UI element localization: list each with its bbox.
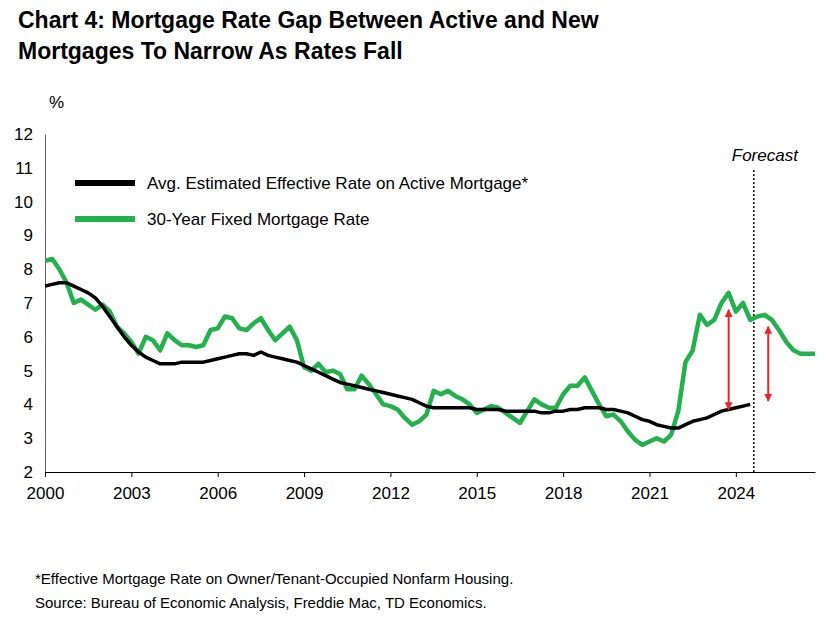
x-axis-line — [46, 472, 816, 473]
y-tick-label: 2 — [24, 463, 33, 482]
x-tick-mark — [304, 472, 305, 477]
y-tick-label: 6 — [24, 328, 33, 347]
x-tick-mark — [563, 472, 564, 477]
x-tick-label: 2000 — [27, 484, 65, 503]
y-tick: 6 — [24, 328, 45, 347]
x-tick: 2024 — [717, 472, 755, 503]
y-tick: 10 — [14, 193, 45, 212]
legend: Avg. Estimated Effective Rate on Active … — [75, 174, 529, 229]
y-tick: 3 — [24, 429, 45, 448]
y-tick-label: 10 — [14, 193, 33, 212]
x-tick: 2006 — [199, 472, 237, 503]
x-tick-mark — [45, 472, 46, 477]
x-tick-label: 2012 — [372, 484, 410, 503]
x-tick-mark — [477, 472, 478, 477]
footnote: *Effective Mortgage Rate on Owner/Tenant… — [35, 570, 513, 587]
y-tick: 8 — [24, 260, 45, 279]
x-tick-label: 2006 — [199, 484, 237, 503]
y-tick: 5 — [24, 362, 45, 381]
y-axis: 2 3 4 5 6 7 8 9 10 11 12 — [14, 125, 45, 482]
legend-swatch — [75, 180, 135, 186]
x-tick-mark — [649, 472, 650, 477]
x-tick-label: 2018 — [545, 484, 583, 503]
x-axis: 2000 2003 2006 2009 2012 2015 2018 2021 2024 — [27, 472, 816, 503]
footnote: Source: Bureau of Economic Analysis, Fre… — [35, 594, 487, 611]
forecast-label: Forecast — [732, 146, 799, 165]
y-tick-label: 9 — [24, 226, 33, 245]
legend-label: 30-Year Fixed Mortgage Rate — [147, 210, 369, 229]
x-tick: 2018 — [545, 472, 583, 503]
x-tick-label: 2015 — [458, 484, 496, 503]
y-tick-label: 4 — [24, 395, 33, 414]
x-tick-mark — [218, 472, 219, 477]
forecast-divider — [753, 170, 755, 472]
x-tick: 2012 — [372, 472, 410, 503]
x-tick-mark — [390, 472, 391, 477]
y-tick: 9 — [24, 226, 45, 245]
x-tick-label: 2021 — [631, 484, 669, 503]
y-tick-label: 11 — [15, 159, 33, 178]
x-tick: 2003 — [113, 472, 151, 503]
title: Chart 4: Mortgage Rate Gap Between Activ… — [18, 7, 599, 64]
y-tick: 7 — [24, 294, 45, 313]
gap-arrow — [767, 327, 769, 401]
title-line: Mortgages To Narrow As Rates Fall — [18, 38, 403, 64]
x-tick-mark — [131, 472, 132, 477]
y-tick: 4 — [24, 395, 45, 414]
y-axis-label: % — [49, 93, 64, 112]
series-line — [45, 283, 750, 428]
x-tick: 2009 — [286, 472, 324, 503]
x-tick-mark — [736, 472, 737, 477]
gap-arrow — [728, 310, 730, 410]
lines — [45, 259, 815, 445]
y-tick-label: 7 — [24, 294, 33, 313]
x-tick-label: 2003 — [113, 484, 151, 503]
x-tick: 2015 — [458, 472, 496, 503]
x-tick: 2021 — [631, 472, 669, 503]
chart: Chart 4: Mortgage Rate Gap Between Activ… — [0, 0, 827, 617]
y-axis-line — [45, 135, 46, 473]
y-tick: 12 — [14, 125, 45, 144]
y-tick-label: 3 — [24, 429, 33, 448]
y-tick: 2 — [24, 463, 45, 482]
x-tick-label: 2009 — [286, 484, 324, 503]
y-tick-label: 12 — [14, 125, 33, 144]
series-line — [45, 259, 815, 445]
x-tick-label: 2024 — [717, 484, 755, 503]
legend-swatch — [75, 216, 135, 222]
y-tick-label: 5 — [24, 362, 33, 381]
title-line: Chart 4: Mortgage Rate Gap Between Activ… — [18, 7, 599, 33]
y-tick-label: 8 — [24, 260, 33, 279]
y-tick: 11 — [15, 159, 45, 178]
legend-label: Avg. Estimated Effective Rate on Active … — [147, 174, 529, 193]
